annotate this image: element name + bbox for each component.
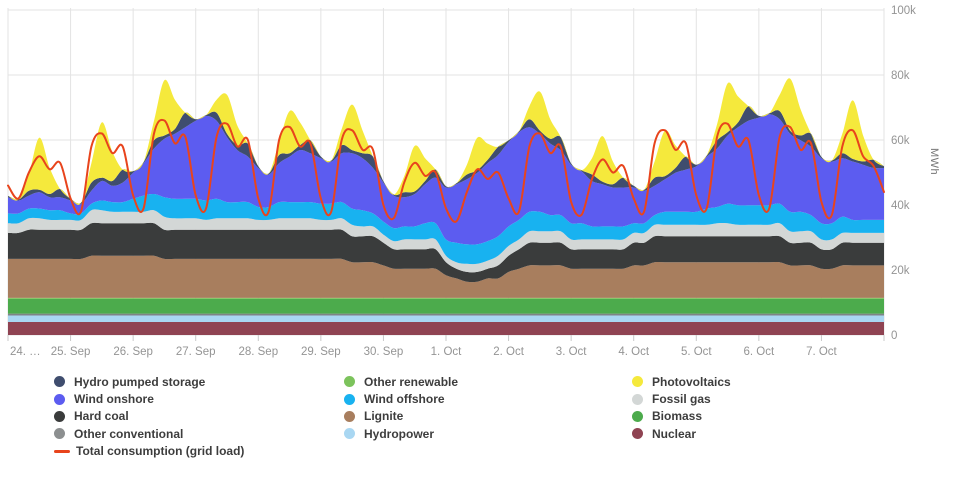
legend-label: Fossil gas xyxy=(652,392,711,407)
legend-label: Wind offshore xyxy=(364,392,445,407)
legend-label: Wind onshore xyxy=(74,392,154,407)
area-lignite[interactable] xyxy=(8,255,884,298)
other-renewable-swatch xyxy=(344,376,355,388)
legend-item-hard-coal[interactable]: Hard coal xyxy=(54,408,244,425)
legend-item-nuclear[interactable]: Nuclear xyxy=(632,425,731,442)
x-tick-label: 3. Oct xyxy=(556,346,587,358)
legend-item-photovoltaics[interactable]: Photovoltaics xyxy=(632,373,731,390)
x-axis-labels: 24. … 25. Sep 26. Sep 27. Sep 28. Sep 29. Sep… xyxy=(10,346,838,358)
x-tick-label: 24. … xyxy=(10,346,41,358)
legend-item-other-renewable[interactable]: Other renewable xyxy=(344,373,458,390)
nuclear-swatch xyxy=(632,428,643,440)
hydro-pumped-storage-swatch xyxy=(54,376,65,388)
legend: Hydro pumped storage Wind onshore Hard coa… xyxy=(0,373,960,473)
area-photovoltaics[interactable] xyxy=(8,78,884,205)
legend-label: Lignite xyxy=(364,409,404,424)
y-tick-label: 0 xyxy=(891,330,897,342)
x-tick-label: 2. Oct xyxy=(493,346,524,358)
x-tick-label: 5. Oct xyxy=(681,346,712,358)
x-tick-label: 25. Sep xyxy=(51,346,91,358)
area-nuclear[interactable] xyxy=(8,322,884,335)
area-fossil-gas[interactable] xyxy=(8,209,884,273)
fossil-gas-swatch xyxy=(632,393,643,405)
area-other-conventional[interactable] xyxy=(8,313,884,316)
hard-coal-swatch xyxy=(54,410,65,422)
legend-item-other-conventional[interactable]: Other conventional xyxy=(54,425,244,442)
legend-column-0: Hydro pumped storage Wind onshore Hard coa… xyxy=(54,373,244,460)
legend-item-total-consumption-grid-load[interactable]: Total consumption (grid load) xyxy=(54,443,244,460)
legend-item-lignite[interactable]: Lignite xyxy=(344,408,458,425)
lignite-swatch xyxy=(344,410,355,422)
y-tick-label: 40k xyxy=(891,200,910,212)
x-tick-label: 1. Oct xyxy=(431,346,462,358)
stacked-areas xyxy=(8,78,884,335)
legend-item-biomass[interactable]: Biomass xyxy=(632,408,731,425)
y-tick-label: 80k xyxy=(891,70,910,82)
x-tick-label: 4. Oct xyxy=(618,346,649,358)
area-biomass[interactable] xyxy=(8,298,884,314)
legend-label: Other renewable xyxy=(364,374,459,389)
legend-item-hydro-pumped-storage[interactable]: Hydro pumped storage xyxy=(54,373,244,390)
legend-label: Nuclear xyxy=(652,426,697,441)
y-axis-labels: 0 20k 40k 60k 80k 100k xyxy=(891,5,916,342)
legend-column-2: Photovoltaics Fossil gas Biomass Nuclear xyxy=(632,373,731,443)
area-wind-onshore[interactable] xyxy=(8,114,884,245)
legend-label: Hydro pumped storage xyxy=(74,374,206,389)
x-tick-label: 6. Oct xyxy=(744,346,775,358)
area-other-renewable[interactable] xyxy=(8,297,884,299)
stacked-area-plot[interactable]: 24. … 25. Sep 26. Sep 27. Sep 28. Sep 29. Sep… xyxy=(0,0,960,366)
legend-label: Hard coal xyxy=(74,409,129,424)
x-tick-label: 28. Sep xyxy=(238,346,278,358)
x-tick-label: 27. Sep xyxy=(176,346,216,358)
legend-item-wind-onshore[interactable]: Wind onshore xyxy=(54,390,244,407)
legend-item-wind-offshore[interactable]: Wind offshore xyxy=(344,390,458,407)
line-total-consumption-grid-load[interactable] xyxy=(7,118,885,223)
legend-item-fossil-gas[interactable]: Fossil gas xyxy=(632,390,731,407)
x-tick-label: 26. Sep xyxy=(113,346,153,358)
photovoltaics-swatch xyxy=(632,376,643,388)
x-tick-label: 30. Sep xyxy=(364,346,404,358)
area-wind-offshore[interactable] xyxy=(8,193,884,265)
x-tick-label: 7. Oct xyxy=(806,346,837,358)
area-hydropower[interactable] xyxy=(8,315,884,323)
total-consumption-grid-load-swatch xyxy=(54,449,70,453)
legend-item-hydropower[interactable]: Hydropower xyxy=(344,425,458,442)
other-conventional-swatch xyxy=(54,428,65,440)
wind-offshore-swatch xyxy=(344,393,355,405)
wind-onshore-swatch xyxy=(54,393,65,405)
hydropower-swatch xyxy=(344,428,355,440)
legend-label: Photovoltaics xyxy=(652,374,731,389)
x-tick-label: 29. Sep xyxy=(301,346,341,358)
legend-column-1: Other renewable Wind offshore Lignite Hydro… xyxy=(344,373,458,443)
y-tick-label: 60k xyxy=(891,135,910,147)
y-tick-label: 20k xyxy=(891,265,910,277)
y-axis-unit-label: MWh xyxy=(928,148,940,176)
legend-label: Biomass xyxy=(652,409,703,424)
legend-label: Other conventional xyxy=(74,426,184,441)
biomass-swatch xyxy=(632,410,643,422)
area-hard-coal[interactable] xyxy=(8,222,884,283)
legend-label: Hydropower xyxy=(364,426,435,441)
legend-label: Total consumption (grid load) xyxy=(76,444,245,459)
y-tick-label: 100k xyxy=(891,5,916,17)
